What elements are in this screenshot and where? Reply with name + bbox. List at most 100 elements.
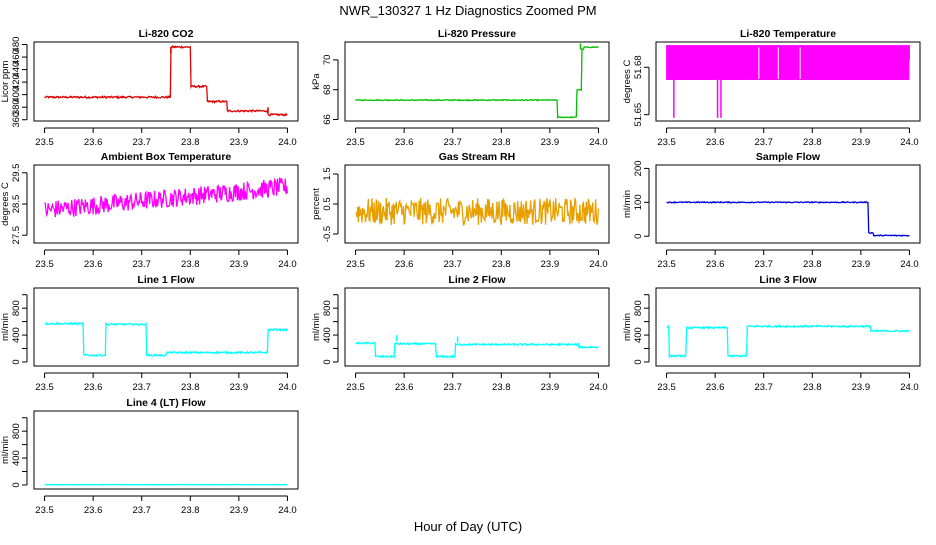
x-tick-label: 23.5: [35, 259, 54, 270]
x-tick-label: 23.8: [492, 259, 511, 270]
plot-frame: [345, 42, 609, 121]
y-tick-label: 0: [11, 482, 22, 487]
panel-title: Li-820 Temperature: [740, 28, 836, 40]
panel-title: Line 3 Flow: [759, 274, 817, 286]
x-tick-label: 23.9: [541, 137, 560, 148]
y-axis-label: ml/min: [622, 190, 633, 218]
data-area: [667, 202, 910, 236]
x-tick-label: 23.5: [657, 259, 676, 270]
y-tick-label: 27.5: [11, 226, 22, 245]
series-line: [356, 47, 599, 118]
series-line: [356, 342, 599, 357]
x-tick-label: 23.6: [706, 259, 725, 270]
data-area: [356, 43, 599, 117]
x-tick-label: 23.7: [754, 259, 773, 270]
x-tick-label: 23.7: [443, 137, 462, 148]
y-tick-label: 70: [322, 55, 333, 66]
x-axis: 23.5 23.6 23.7 23.8 23.9 24.0: [657, 250, 918, 270]
y-tick-label: 200: [633, 160, 644, 176]
y-axis-label: ml/min: [622, 313, 633, 341]
y-tick-label: 51.68: [633, 55, 644, 79]
x-tick-label: 23.8: [181, 137, 200, 148]
panel-title: Line 4 (LT) Flow: [126, 397, 206, 409]
x-tick-label: 23.6: [395, 382, 414, 393]
x-tick-label: 23.7: [132, 505, 151, 516]
y-tick-label: 28.5: [11, 195, 22, 214]
x-tick-label: 23.7: [132, 259, 151, 270]
data-area: [45, 46, 288, 116]
figure-title: NWR_130327 1 Hz Diagnostics Zoomed PM: [339, 3, 596, 18]
x-tick-label: 23.6: [84, 259, 103, 270]
y-tick-label: 0: [322, 359, 333, 364]
series-line: [356, 198, 599, 225]
y-tick-label: 0: [11, 359, 22, 364]
panel-title: Line 2 Flow: [448, 274, 506, 286]
y-tick-label: 66: [322, 114, 333, 125]
x-tick-label: 24.0: [278, 505, 297, 516]
y-tick-label: 1.5: [322, 167, 333, 180]
x-tick-label: 23.5: [35, 137, 54, 148]
x-tick-label: 23.5: [657, 382, 676, 393]
series-line: [45, 46, 288, 116]
plot-frame: [345, 288, 609, 366]
x-tick-label: 23.8: [181, 382, 200, 393]
y-tick-label: 68: [322, 84, 333, 95]
x-tick-label: 24.0: [278, 382, 297, 393]
plot-frame: [34, 42, 298, 121]
x-tick-label: 23.7: [754, 382, 773, 393]
x-tick-label: 23.5: [346, 382, 365, 393]
series-line: [45, 323, 288, 356]
x-tick-label: 24.0: [900, 137, 919, 148]
y-tick-label: 400: [11, 450, 22, 466]
y-axis-label: ml/min: [311, 313, 322, 341]
x-tick-label: 23.9: [230, 137, 249, 148]
x-tick-label: 23.9: [230, 505, 249, 516]
x-tick-label: 23.9: [852, 137, 871, 148]
panel-title: Sample Flow: [756, 151, 821, 163]
x-tick-label: 23.8: [803, 137, 822, 148]
x-tick-label: 23.6: [395, 137, 414, 148]
y-tick-label: 0.5: [322, 197, 333, 210]
x-tick-label: 23.7: [443, 259, 462, 270]
x-tick-label: 23.9: [852, 259, 871, 270]
x-tick-label: 23.8: [803, 259, 822, 270]
data-area: [356, 198, 599, 225]
data-area: [45, 178, 288, 217]
x-tick-label: 23.6: [395, 259, 414, 270]
x-tick-label: 24.0: [278, 259, 297, 270]
x-tick-label: 23.5: [35, 382, 54, 393]
y-axis-label: ml/min: [0, 313, 11, 341]
y-tick-label: -0.5: [322, 226, 333, 242]
series-line: [667, 202, 910, 236]
y-tick-label: 480: [11, 37, 22, 53]
x-tick-label: 24.0: [900, 259, 919, 270]
x-axis-label: Hour of Day (UTC): [414, 519, 522, 534]
y-axis-label: kPa: [311, 73, 322, 90]
y-axis-label: degrees C: [622, 59, 633, 103]
y-axis-label: percent: [311, 188, 322, 220]
x-tick-label: 24.0: [278, 137, 297, 148]
y-tick-label: 800: [11, 423, 22, 439]
y-tick-label: 29.5: [11, 164, 22, 183]
series-line: [667, 326, 910, 357]
x-tick-label: 23.9: [541, 259, 560, 270]
